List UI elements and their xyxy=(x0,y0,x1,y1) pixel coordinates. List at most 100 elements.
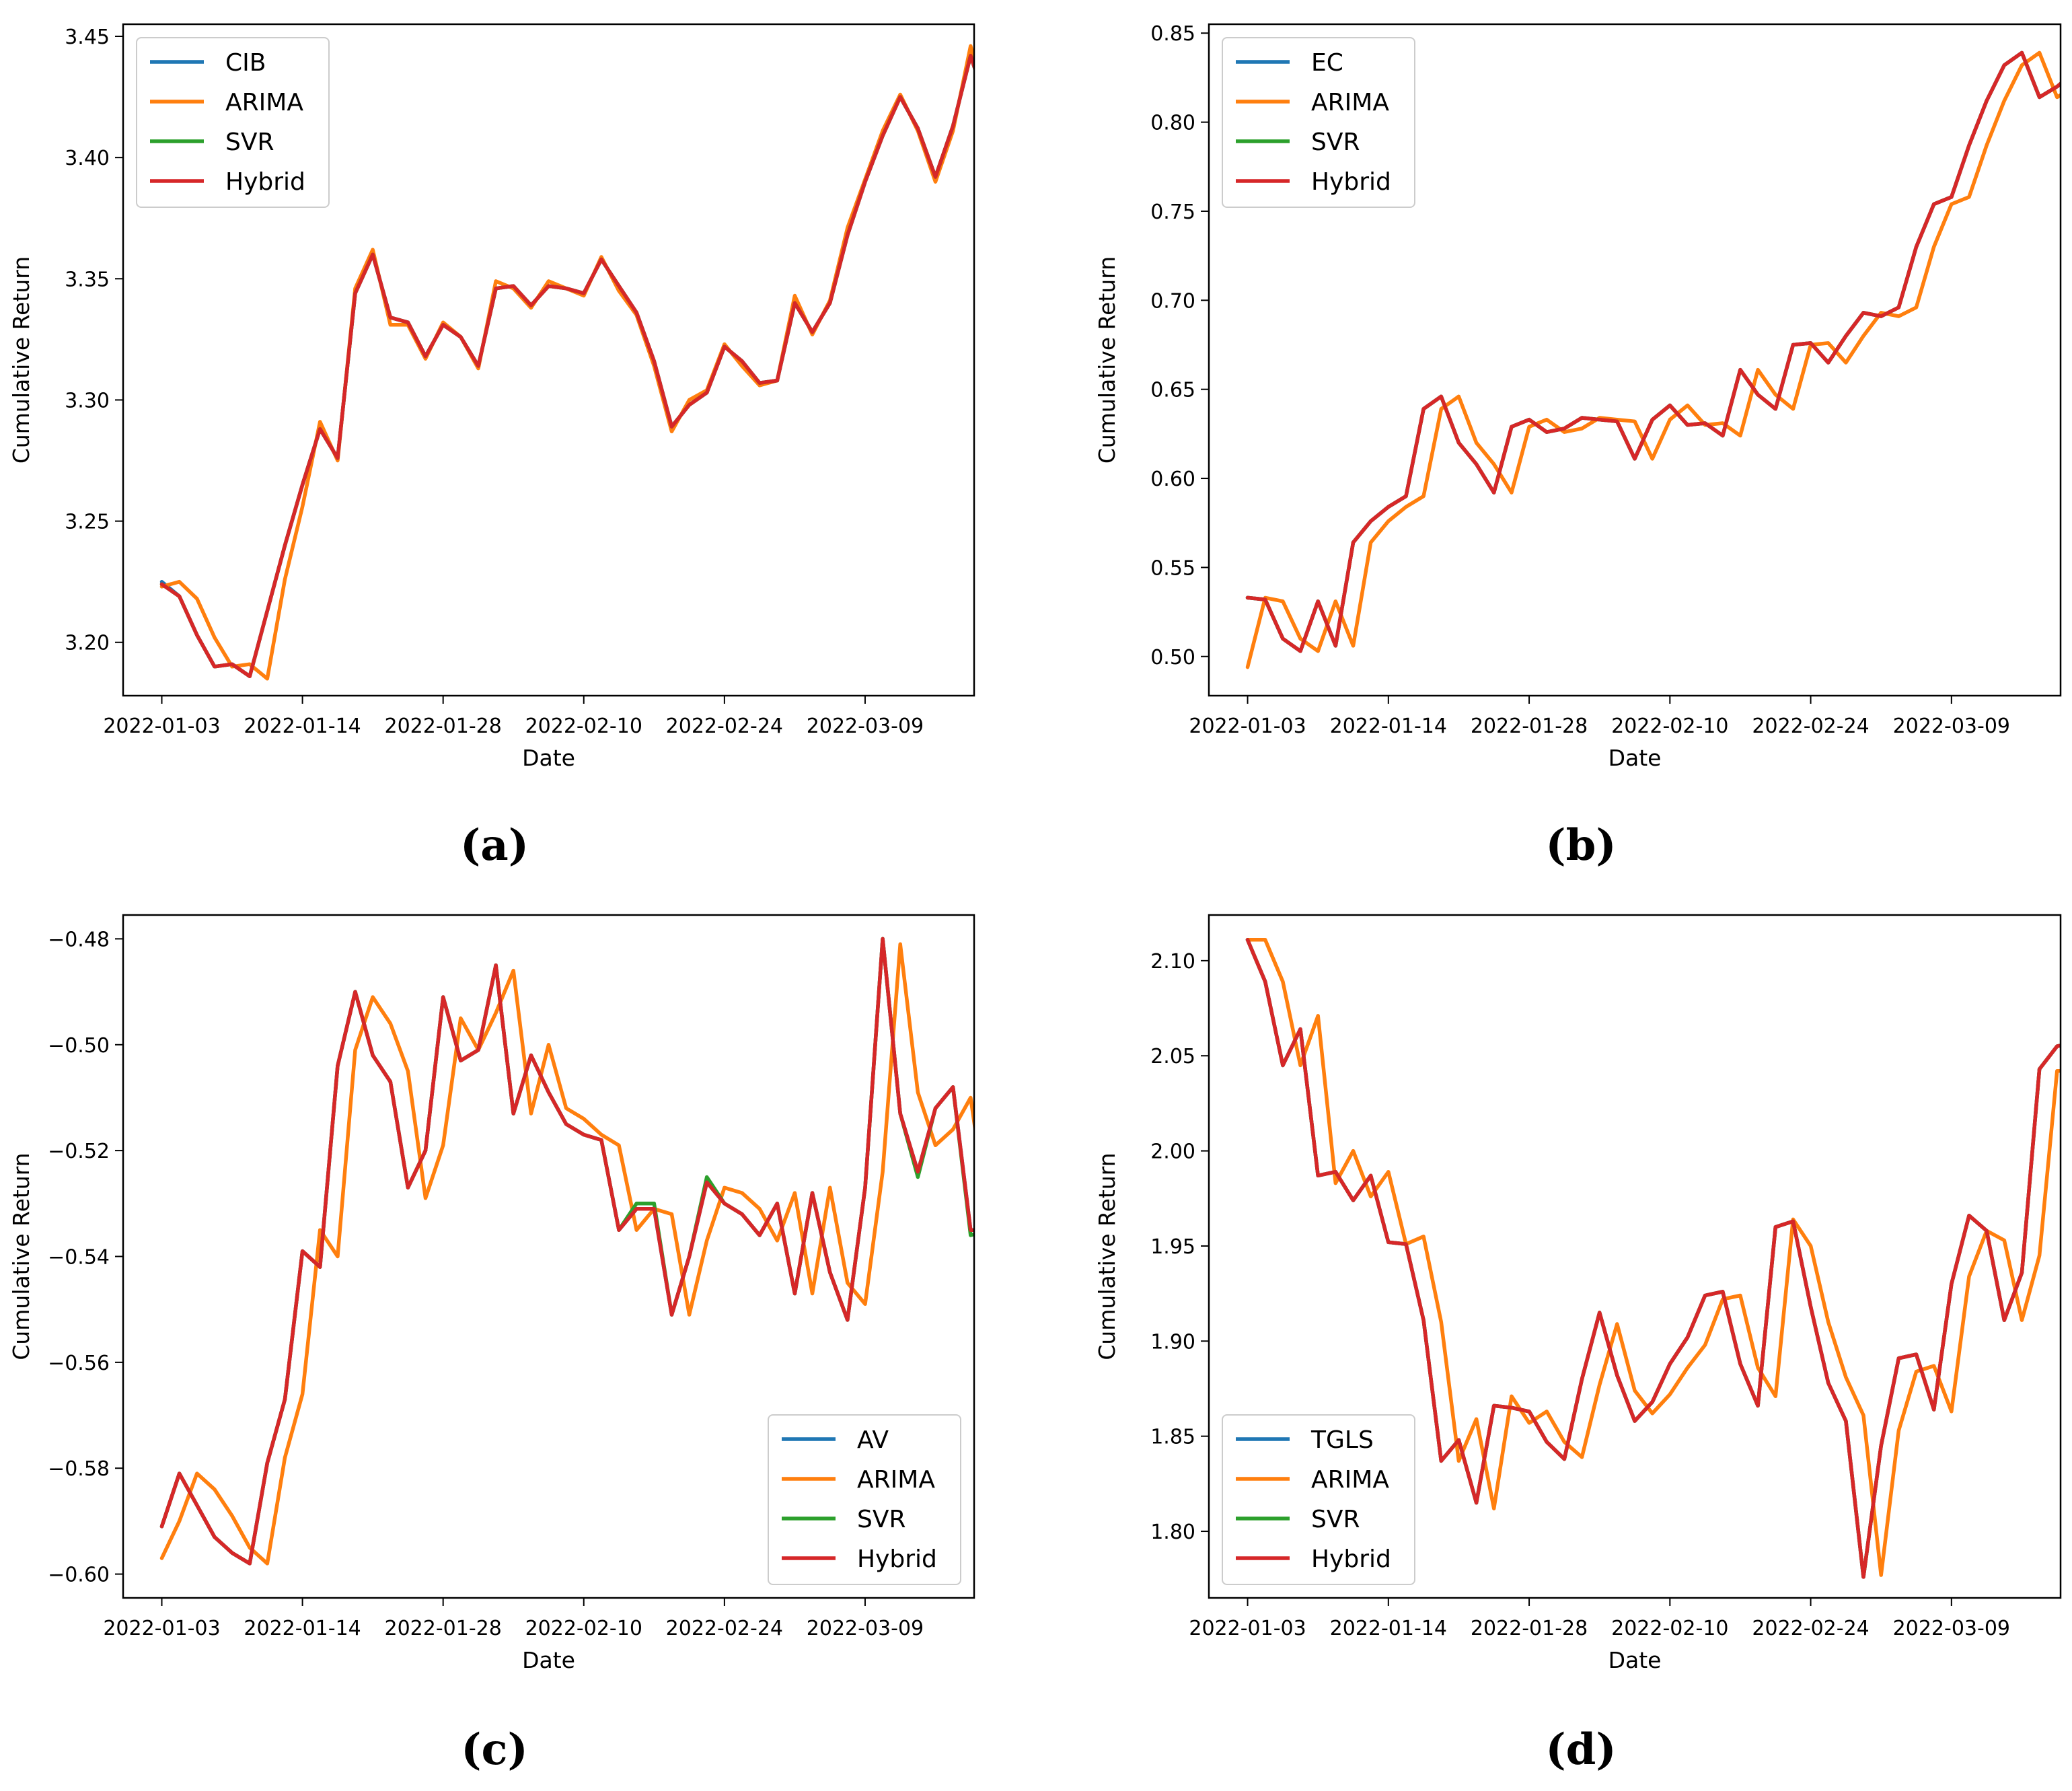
y-tick-label: 0.50 xyxy=(1150,646,1195,669)
legend-label: EC xyxy=(1311,49,1343,77)
series-line-hybrid xyxy=(1245,50,2061,653)
legend-box xyxy=(1222,1414,1415,1585)
y-tick-label: 2.00 xyxy=(1150,1140,1195,1164)
x-tick-label: 2022-01-14 xyxy=(244,715,361,738)
legend-label: ARIMA xyxy=(225,89,303,116)
x-tick-label: 2022-01-28 xyxy=(385,1617,502,1640)
y-tick-label: −0.54 xyxy=(48,1246,110,1270)
y-tick-label: 0.80 xyxy=(1150,112,1195,135)
y-tick-label: 0.85 xyxy=(1150,22,1195,46)
panel-label: (b) xyxy=(1545,820,1616,871)
x-tick-label: 2022-03-09 xyxy=(1893,1617,2010,1640)
legend-label: ARIMA xyxy=(857,1466,935,1494)
y-tick-label: 0.70 xyxy=(1150,289,1195,313)
plot-frame xyxy=(122,914,975,1599)
chart-panel-3: −0.60 −0.58 −0.56 −0.54 −0.52 −0.50 −0.48 2022-… xyxy=(8,914,975,1775)
y-tick-label: −0.48 xyxy=(48,928,110,951)
x-tick-label: 2022-01-03 xyxy=(103,1617,220,1640)
legend-label: SVR xyxy=(225,129,274,156)
x-tick-label: 2022-03-09 xyxy=(807,715,924,738)
series-line-hybrid xyxy=(1245,938,2061,1579)
legend-label: Hybrid xyxy=(225,168,305,196)
x-tick-label: 2022-02-24 xyxy=(1752,715,1869,738)
y-tick-label: 3.40 xyxy=(65,147,110,170)
x-axis-label: Date xyxy=(522,745,575,771)
x-tick-label: 2022-02-10 xyxy=(1611,715,1728,738)
legend: CIB ARIMA SVR Hybrid xyxy=(136,37,330,208)
y-tick-label: 1.95 xyxy=(1150,1235,1195,1259)
y-tick-label: −0.56 xyxy=(48,1352,110,1375)
legend-label: AV xyxy=(857,1426,889,1454)
x-tick-label: 2022-01-14 xyxy=(244,1617,361,1640)
legend-label: Hybrid xyxy=(857,1545,937,1573)
y-tick-label: −0.60 xyxy=(48,1564,110,1587)
chart-panel-4: 1.80 1.85 1.90 1.95 2.00 2.05 2.10 2022-01-03 20… xyxy=(1094,914,2062,1775)
legend-box xyxy=(768,1414,961,1585)
y-tick-label: 3.45 xyxy=(65,26,110,49)
plot-frame xyxy=(1208,23,2062,697)
chart-panel-1: 3.20 3.25 3.30 3.35 3.40 3.45 2022-01-03 2022-0… xyxy=(8,23,975,871)
legend-box xyxy=(1222,37,1415,208)
legend-label: Hybrid xyxy=(1311,1545,1391,1573)
plot-frame xyxy=(122,23,975,697)
chart-panel-2: 0.50 0.55 0.60 0.65 0.70 0.75 0.80 0.85 2022-01-… xyxy=(1094,22,2062,871)
legend-label: SVR xyxy=(1311,129,1360,156)
y-tick-label: 3.20 xyxy=(65,632,110,655)
x-tick-label: 2022-02-24 xyxy=(1752,1617,1869,1640)
legend-label: SVR xyxy=(1311,1506,1360,1533)
y-axis-label: Cumulative Return xyxy=(8,256,34,464)
x-tick-label: 2022-01-28 xyxy=(1471,1617,1588,1640)
y-tick-label: 2.05 xyxy=(1150,1045,1195,1068)
series-line-arima xyxy=(159,942,974,1566)
y-tick-label: −0.52 xyxy=(48,1140,110,1163)
legend-box xyxy=(136,37,330,208)
legend: TGLS ARIMA SVR Hybrid xyxy=(1222,1414,1415,1585)
x-tick-label: 2022-01-14 xyxy=(1330,715,1447,738)
x-tick-label: 2022-01-28 xyxy=(1471,715,1588,738)
y-axis-label: Cumulative Return xyxy=(8,1153,34,1360)
y-tick-label: 2.10 xyxy=(1150,950,1195,974)
y-axis-label: Cumulative Return xyxy=(1094,1153,1120,1360)
series-line-hybrid xyxy=(159,54,974,678)
series-line-hybrid xyxy=(159,937,974,1566)
x-tick-label: 2022-02-24 xyxy=(666,1617,783,1640)
series-line-arima xyxy=(1245,938,2061,1577)
x-tick-label: 2022-01-03 xyxy=(1189,715,1306,738)
legend: AV ARIMA SVR Hybrid xyxy=(768,1414,961,1585)
y-tick-label: −0.50 xyxy=(48,1034,110,1058)
legend-label: CIB xyxy=(225,49,266,77)
x-tick-label: 2022-03-09 xyxy=(1893,715,2010,738)
legend-label: SVR xyxy=(857,1506,906,1533)
y-tick-label: 1.85 xyxy=(1150,1426,1195,1449)
x-tick-label: 2022-01-03 xyxy=(103,715,220,738)
y-tick-label: 0.55 xyxy=(1150,556,1195,580)
legend-label: ARIMA xyxy=(1311,89,1389,116)
y-tick-label: 0.60 xyxy=(1150,468,1195,491)
x-tick-label: 2022-03-09 xyxy=(807,1617,924,1640)
y-tick-label: 1.80 xyxy=(1150,1521,1195,1544)
x-tick-label: 2022-02-24 xyxy=(666,715,783,738)
plot-frame xyxy=(1208,914,2062,1599)
y-tick-label: 3.25 xyxy=(65,511,110,534)
legend-label: Hybrid xyxy=(1311,168,1391,196)
legend-label: ARIMA xyxy=(1311,1466,1389,1494)
panel-label: (c) xyxy=(461,1724,528,1775)
x-tick-label: 2022-02-10 xyxy=(525,1617,642,1640)
y-tick-label: 3.35 xyxy=(65,268,110,291)
x-axis-label: Date xyxy=(1608,745,1662,771)
y-axis-label: Cumulative Return xyxy=(1094,256,1120,464)
x-tick-label: 2022-01-14 xyxy=(1330,1617,1447,1640)
y-tick-label: 0.65 xyxy=(1150,379,1195,402)
y-tick-label: 0.75 xyxy=(1150,200,1195,224)
y-tick-label: −0.58 xyxy=(48,1457,110,1481)
x-tick-label: 2022-01-28 xyxy=(385,715,502,738)
x-tick-label: 2022-02-10 xyxy=(1611,1617,1728,1640)
panel-label: (a) xyxy=(460,820,529,871)
panel-label: (d) xyxy=(1545,1724,1616,1775)
legend-label: TGLS xyxy=(1310,1426,1374,1454)
x-axis-label: Date xyxy=(1608,1647,1662,1673)
y-tick-label: 1.90 xyxy=(1150,1330,1195,1354)
x-axis-label: Date xyxy=(522,1647,575,1673)
y-tick-label: 3.30 xyxy=(65,389,110,412)
